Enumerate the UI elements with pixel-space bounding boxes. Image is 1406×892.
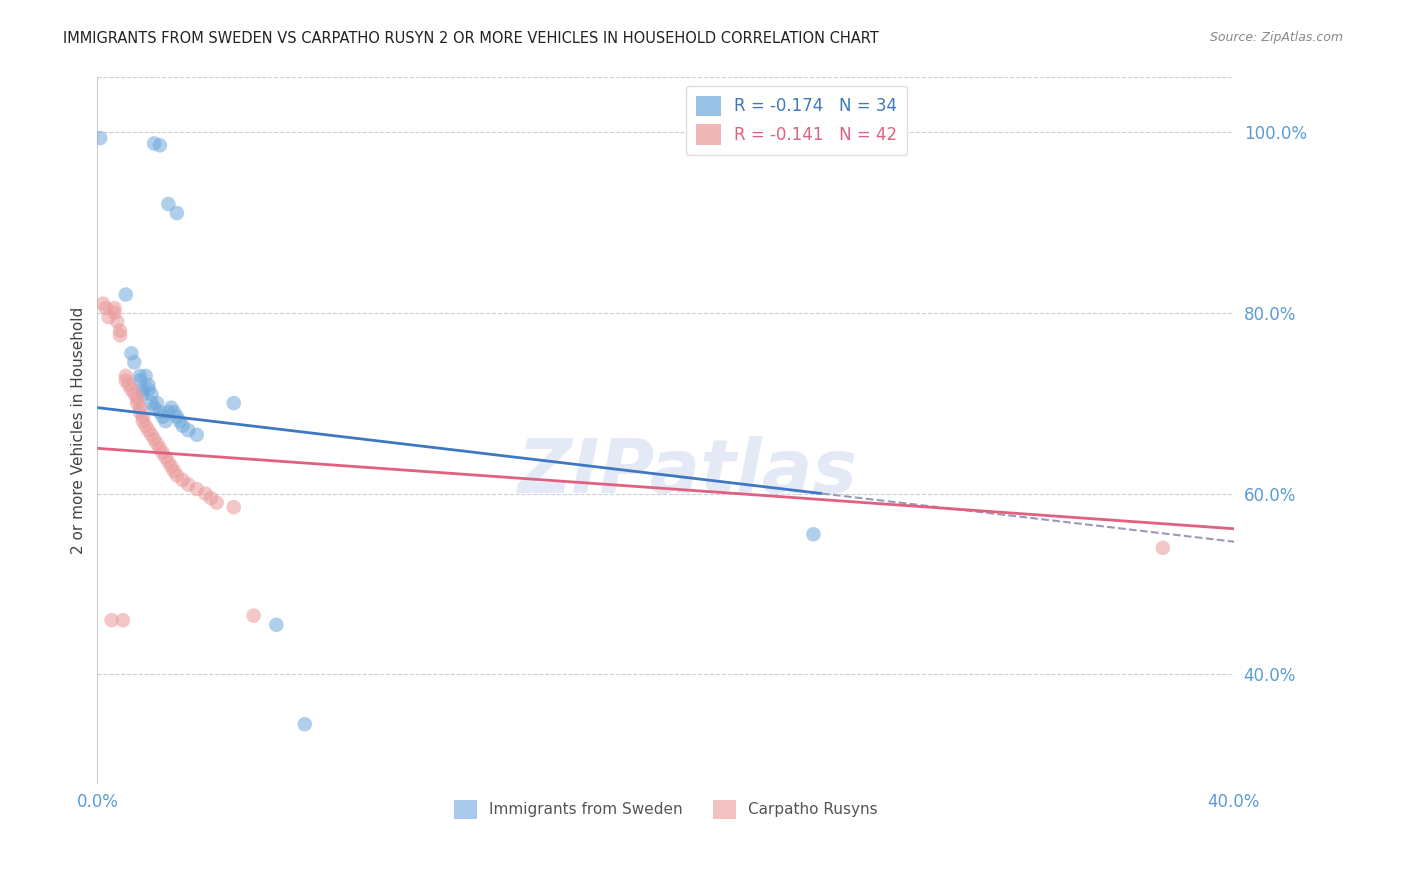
Point — [242, 608, 264, 623]
Point — [138, 423, 160, 437]
Point — [141, 427, 163, 442]
Point — [157, 455, 180, 469]
Point — [132, 387, 155, 401]
Point — [222, 396, 245, 410]
Point — [160, 459, 183, 474]
Point — [91, 296, 114, 310]
Point — [114, 374, 136, 388]
Text: Source: ZipAtlas.com: Source: ZipAtlas.com — [1209, 31, 1343, 45]
Text: ZIPatlas: ZIPatlas — [519, 436, 859, 509]
Point — [149, 405, 172, 419]
Point — [266, 617, 288, 632]
Point — [172, 473, 194, 487]
Point — [166, 468, 188, 483]
Point — [135, 368, 157, 383]
Text: IMMIGRANTS FROM SWEDEN VS CARPATHO RUSYN 2 OR MORE VEHICLES IN HOUSEHOLD CORRELA: IMMIGRANTS FROM SWEDEN VS CARPATHO RUSYN… — [63, 31, 879, 46]
Point — [114, 287, 136, 301]
Point — [114, 368, 136, 383]
Point — [143, 432, 166, 446]
Point — [103, 305, 125, 319]
Point — [149, 442, 172, 456]
Point — [149, 138, 172, 153]
Point — [89, 131, 111, 145]
Point — [166, 409, 188, 424]
Point — [138, 378, 160, 392]
Point — [146, 396, 169, 410]
Point — [155, 450, 177, 465]
Point — [157, 405, 180, 419]
Point — [129, 368, 152, 383]
Point — [1152, 541, 1174, 555]
Point — [141, 396, 163, 410]
Point — [152, 409, 174, 424]
Point — [132, 383, 155, 397]
Point — [143, 136, 166, 151]
Point — [127, 396, 149, 410]
Point — [97, 310, 120, 325]
Point — [129, 405, 152, 419]
Point — [103, 301, 125, 315]
Point — [105, 315, 128, 329]
Point — [132, 409, 155, 424]
Y-axis label: 2 or more Vehicles in Household: 2 or more Vehicles in Household — [72, 307, 86, 554]
Point — [129, 401, 152, 415]
Point — [146, 437, 169, 451]
Point — [163, 405, 186, 419]
Point — [100, 613, 122, 627]
Point — [124, 355, 146, 369]
Point — [108, 328, 131, 343]
Legend: Immigrants from Sweden, Carpatho Rusyns: Immigrants from Sweden, Carpatho Rusyns — [447, 794, 884, 825]
Point — [124, 387, 146, 401]
Point — [157, 197, 180, 211]
Point — [194, 486, 217, 500]
Point — [803, 527, 825, 541]
Point — [186, 482, 208, 496]
Point — [138, 383, 160, 397]
Point — [163, 464, 186, 478]
Point — [135, 418, 157, 433]
Point — [172, 418, 194, 433]
Point — [160, 401, 183, 415]
Point — [222, 500, 245, 515]
Point — [152, 446, 174, 460]
Point — [205, 495, 228, 509]
Point — [177, 477, 200, 491]
Point — [177, 423, 200, 437]
Point — [141, 387, 163, 401]
Point — [143, 401, 166, 415]
Point — [120, 346, 142, 360]
Point — [294, 717, 316, 731]
Point — [169, 414, 191, 428]
Point — [166, 206, 188, 220]
Point — [200, 491, 222, 505]
Point — [127, 392, 149, 406]
Point — [111, 613, 134, 627]
Point — [120, 383, 142, 397]
Point — [186, 427, 208, 442]
Point — [155, 414, 177, 428]
Point — [132, 414, 155, 428]
Point — [108, 324, 131, 338]
Point — [129, 374, 152, 388]
Point — [94, 301, 117, 315]
Point — [117, 378, 139, 392]
